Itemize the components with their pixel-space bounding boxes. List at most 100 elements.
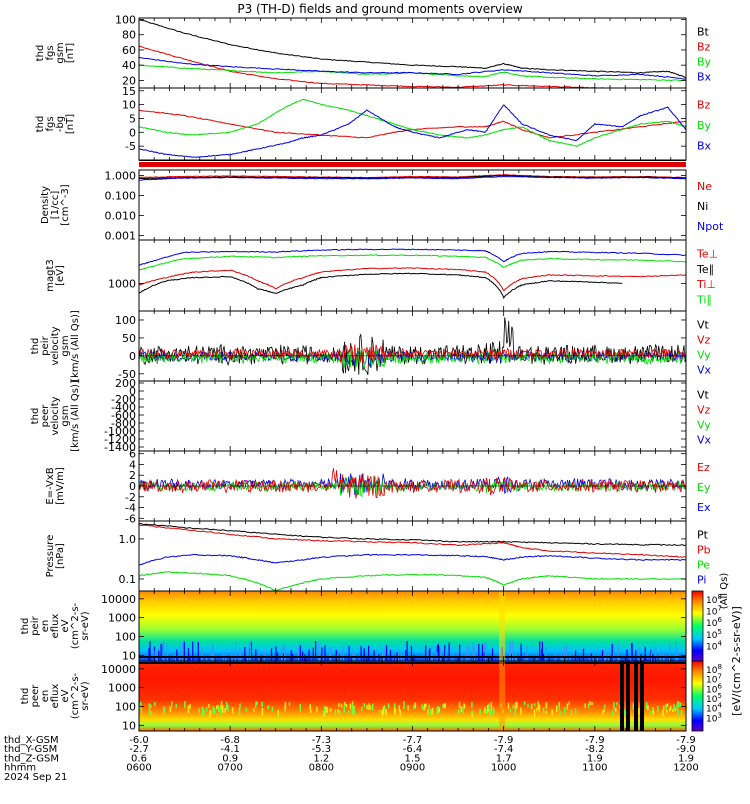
spectro-streak xyxy=(322,646,324,661)
series-fgs_dsl-Bz xyxy=(138,109,687,139)
spectro-streak xyxy=(403,650,405,661)
spectro-streak xyxy=(423,703,426,710)
spectro-streak xyxy=(310,709,312,713)
spectro-streak xyxy=(668,708,671,712)
y-tick-label: -600 xyxy=(111,409,136,422)
spectro-streak xyxy=(471,710,474,715)
spectro-streak xyxy=(345,704,348,708)
spectro-streak xyxy=(351,704,354,712)
legend-entry: Vy xyxy=(697,349,711,362)
legend-entry: Pt xyxy=(697,529,709,542)
y-axis-title-line: velocity xyxy=(50,326,61,365)
spectro-streak xyxy=(363,648,365,661)
spectro-streak xyxy=(437,706,439,714)
y-tick-label: 10 xyxy=(122,99,136,112)
colorbar-tick-label: 106 xyxy=(706,616,722,629)
spectro-streak xyxy=(404,656,406,661)
spectro-streak xyxy=(487,708,489,713)
spectro-streak xyxy=(431,707,434,712)
colorbar-tick-label: 108 xyxy=(706,663,722,676)
spectro-streak xyxy=(423,706,425,711)
spectro-streak xyxy=(192,641,194,661)
spectro-streak xyxy=(368,703,370,710)
x-row-value: 0.9 xyxy=(222,753,238,764)
y-axis-title-line: fgs xyxy=(45,116,56,131)
y-tick-label: -1400 xyxy=(104,441,136,454)
spectro-streak xyxy=(457,709,460,715)
y-tick-label: -4 xyxy=(125,502,136,515)
spectro-streak xyxy=(175,704,177,709)
spectro-streak xyxy=(490,707,492,713)
spectrogram-peir_en xyxy=(139,591,686,661)
spectro-streak xyxy=(261,708,264,716)
spectro-streak xyxy=(431,710,433,715)
series-temp-Ti∥ xyxy=(138,254,687,271)
spectro-streak xyxy=(558,702,560,710)
y-tick-label: -800 xyxy=(111,417,136,430)
spectro-streak xyxy=(484,642,486,661)
spectro-streak xyxy=(615,707,617,713)
spectro-streak xyxy=(335,649,337,661)
legend-entry: Bz xyxy=(697,98,711,111)
panel-fgs: 100 80 60 40 20 thd fgs gsm [nT] Bt Bz By Bx xyxy=(35,14,712,89)
spectro-streak xyxy=(468,645,470,661)
spectro-streak xyxy=(605,647,607,661)
spectro-streak xyxy=(166,642,169,661)
spectro-streak xyxy=(674,707,676,712)
spectro-streak xyxy=(611,643,613,661)
spectro-streak xyxy=(431,645,433,661)
y-tick-label: 40 xyxy=(122,59,136,72)
spectro-streak xyxy=(208,704,210,708)
spectro-streak xyxy=(238,648,240,661)
legend-entry: By xyxy=(697,119,712,132)
y-axis-title-line: eflux xyxy=(50,684,61,709)
spectro-streak xyxy=(288,701,291,706)
spectro-streak xyxy=(444,645,446,661)
spectro-streak xyxy=(220,701,223,710)
spectro-streak xyxy=(563,646,565,661)
colorbar-tick-label: 104 xyxy=(706,702,722,715)
y-tick-label: 0 xyxy=(129,480,136,493)
spectro-streak xyxy=(520,707,522,715)
spectro-streak xyxy=(641,655,643,661)
y-tick-label: 5 xyxy=(129,112,136,125)
x-row-value: 1000 xyxy=(491,763,516,774)
spectro-streak xyxy=(315,641,317,661)
spectro-streak xyxy=(603,708,605,713)
spectro-streak xyxy=(462,706,464,714)
spectro-streak xyxy=(318,641,320,661)
spectro-streak xyxy=(258,649,260,661)
spectro-streak xyxy=(372,703,374,711)
chart-title: P3 (TH-D) fields and ground moments over… xyxy=(237,2,522,16)
y-axis-title-line: Density xyxy=(40,186,51,224)
y-tick-label: -400 xyxy=(111,401,136,414)
y-tick-label: 1000 xyxy=(108,277,136,290)
x-row-value: -7.4 xyxy=(494,744,514,755)
y-axis-title-line: peer xyxy=(30,684,41,708)
spectro-streak xyxy=(324,709,327,717)
y-axis-title-line: [mV/m] xyxy=(55,467,66,505)
spectro-streak xyxy=(227,704,229,712)
y-axis-title-line: E=-VxB xyxy=(45,467,56,504)
legend-entry: Ti⊥ xyxy=(696,278,716,291)
panel-peer_en: 10000 1000 100 10 thd peer en eflux eV (cm^2-s-sr… xyxy=(20,660,688,732)
spectro-streak xyxy=(662,709,664,717)
spectro-streak xyxy=(393,655,395,661)
legend-entry: Ne xyxy=(697,180,712,193)
spectro-streak xyxy=(256,701,258,705)
spectro-streak xyxy=(383,646,385,661)
y-tick-label: -1200 xyxy=(104,433,136,446)
spectro-streak xyxy=(376,649,378,661)
y-axis-title-line: -bg xyxy=(55,116,66,132)
spectro-streak xyxy=(560,649,562,661)
legend-entry: Ez xyxy=(697,461,710,474)
series-press-Pi xyxy=(138,553,687,566)
colorbar-tick-label: 108 xyxy=(706,593,722,606)
y-tick-label: 2 xyxy=(129,469,136,482)
spectro-streak xyxy=(514,702,517,711)
y-axis-title-line: [km/s (All Qs)] xyxy=(70,380,81,452)
spectro-streak xyxy=(486,705,489,709)
spectro-streak xyxy=(387,703,390,709)
